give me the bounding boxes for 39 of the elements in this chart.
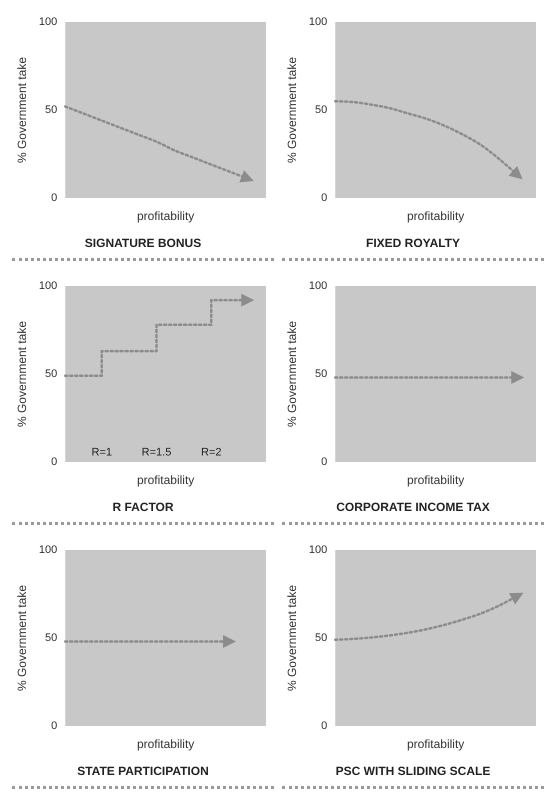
y-tick-label: 0 [321, 720, 328, 732]
y-tick-label: 100 [308, 280, 328, 292]
annotation: R=2 [201, 446, 222, 458]
y-tick-label: 100 [308, 16, 328, 28]
y-axis-title: % Government take [285, 584, 299, 692]
text: PSC WITH SLIDING SCALE [336, 764, 490, 778]
y-tick-label: 100 [38, 16, 58, 28]
y-tick-label: 50 [45, 632, 58, 644]
y-tick-label: 0 [51, 192, 58, 204]
y-axis-title: % Government take [15, 56, 29, 164]
y-tick-label: 100 [38, 544, 58, 556]
x-axis-title: profitability [136, 737, 194, 751]
y-tick-label: 0 [51, 720, 58, 732]
y-tick-label: 100 [38, 280, 58, 292]
y-tick-label: 0 [51, 456, 58, 468]
y-tick-label: 50 [315, 632, 328, 644]
x-axis-title: profitability [406, 209, 464, 223]
y-tick-label: 50 [315, 368, 328, 380]
x-axis-title: profitability [406, 473, 464, 487]
x-axis-title: profitability [136, 209, 194, 223]
text: CORPORATE INCOME TAX [336, 500, 490, 514]
y-tick-label: 50 [315, 104, 328, 116]
y-tick-label: 0 [321, 192, 328, 204]
text: FIXED ROYALTY [366, 236, 460, 250]
y-tick-label: 50 [45, 368, 58, 380]
x-axis-title: profitability [136, 473, 194, 487]
y-axis-title: % Government take [15, 584, 29, 692]
y-tick-label: 0 [321, 456, 328, 468]
annotation: R=1.5 [142, 446, 172, 458]
y-axis-title: % Government take [285, 56, 299, 164]
text: R FACTOR [112, 500, 174, 514]
y-tick-label: 100 [308, 544, 328, 556]
x-axis-title: profitability [406, 737, 464, 751]
y-tick-label: 50 [45, 104, 58, 116]
y-axis-title: % Government take [15, 320, 29, 428]
text: SIGNATURE BONUS [84, 236, 202, 250]
annotation: R=1 [92, 446, 112, 458]
y-axis-title: % Government take [285, 320, 299, 428]
text: STATE PARTICIPATION [77, 764, 209, 778]
